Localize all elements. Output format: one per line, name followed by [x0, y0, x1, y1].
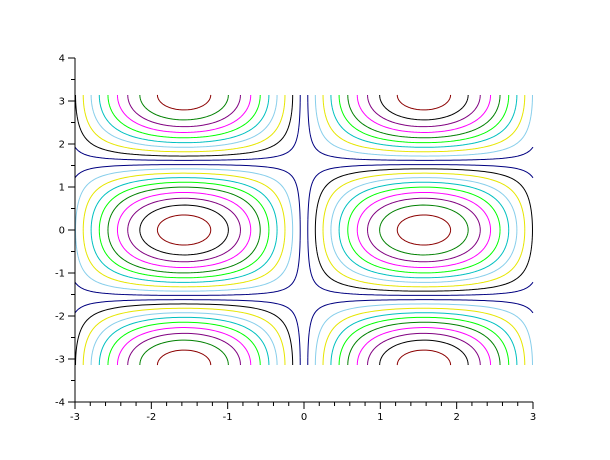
y-tick-label: 0 [59, 226, 65, 237]
contour-line-14 [98, 94, 510, 366]
x-tick-label: -2 [146, 412, 156, 423]
contour-line-1 [139, 94, 469, 366]
contour-line-16 [116, 94, 492, 366]
y-tick-label: 4 [59, 54, 65, 65]
contour-line-9 [74, 94, 534, 366]
x-tick-label: -3 [70, 412, 80, 423]
contour-line-4 [107, 94, 501, 366]
contour-line-6 [90, 94, 518, 366]
y-tick-label: 1 [59, 183, 65, 194]
contour-line-8 [75, 94, 533, 366]
contour-lines [74, 94, 534, 366]
axes: -3 -2 -1 0 1 2 3 -4 -3 -2 -1 0 1 2 3 4 [55, 54, 536, 424]
y-tick-label: -2 [55, 312, 65, 323]
contour-line-3 [116, 94, 492, 366]
y-tick-label: 2 [59, 140, 65, 151]
x-tick-label: 1 [377, 412, 383, 423]
y-tick-label: -4 [55, 398, 65, 409]
y-tick-label: -3 [55, 355, 65, 366]
contour-line-17 [127, 94, 481, 366]
x-tick-label: -1 [223, 412, 233, 423]
x-tick-label: 0 [301, 412, 307, 423]
contour-line-0 [156, 94, 452, 366]
contour-line-7 [82, 94, 526, 366]
contour-line-2 [127, 94, 481, 366]
contour-line-12 [82, 94, 526, 366]
x-tick-label: 3 [530, 412, 536, 423]
contour-line-18 [139, 94, 469, 366]
contour-line-19 [156, 94, 452, 366]
x-tick-label: 2 [453, 412, 459, 423]
y-tick-label: -1 [55, 269, 65, 280]
contour-line-11 [75, 94, 533, 366]
contour-line-13 [90, 94, 518, 366]
y-tick-label: 3 [59, 97, 65, 108]
contour-line-5 [98, 94, 510, 366]
contour-line-15 [107, 94, 501, 366]
